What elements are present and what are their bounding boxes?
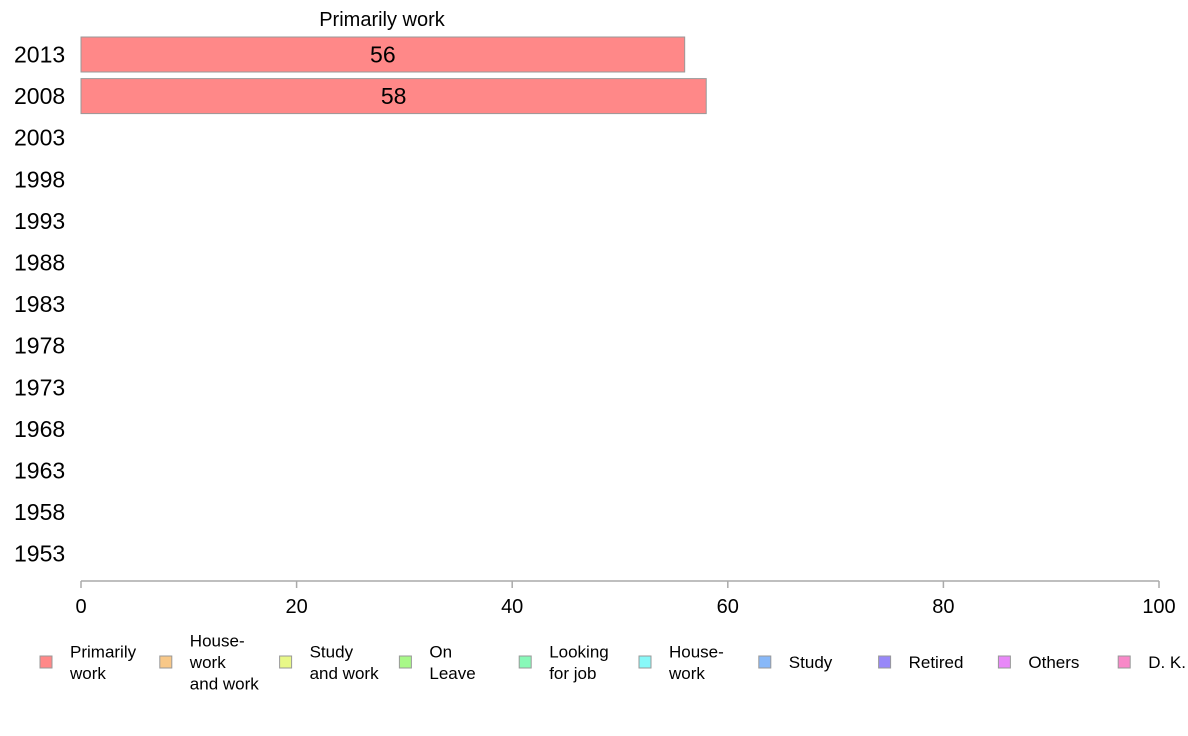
- year-label: 1993: [14, 208, 65, 234]
- x-tick-label: 0: [75, 596, 86, 618]
- x-tick-label: 60: [717, 596, 739, 618]
- chart-title: Primarily work: [319, 9, 446, 31]
- year-label: 1968: [14, 416, 65, 442]
- legend-label: Primarily work: [69, 642, 137, 683]
- legend-swatch: [518, 655, 532, 669]
- legend-swatch: [159, 655, 173, 669]
- legend-label: Study and work: [310, 642, 379, 683]
- year-label: 1988: [14, 250, 65, 276]
- year-label: 2008: [14, 83, 65, 109]
- legend-label: Looking for job: [549, 642, 609, 683]
- legend-label: Others: [1028, 653, 1079, 672]
- bar-2013: [80, 36, 686, 73]
- x-tick-label: 80: [932, 596, 954, 618]
- legend-label: House-work: [668, 642, 724, 683]
- legend-swatch: [279, 655, 293, 669]
- bar-value-label: 58: [381, 83, 407, 109]
- x-tick-label: 40: [501, 596, 523, 618]
- year-label: 1973: [14, 374, 65, 400]
- year-label: 1953: [14, 541, 65, 567]
- x-tick-label: 20: [285, 596, 307, 618]
- legend-swatch: [1117, 655, 1131, 669]
- legend-label: Study: [789, 653, 833, 672]
- legend-label: House-work and work: [189, 632, 259, 694]
- year-label: 1958: [14, 499, 65, 525]
- year-label: 2003: [14, 125, 65, 151]
- legend-label: Retired: [909, 653, 964, 672]
- legend-swatch: [997, 655, 1011, 669]
- x-tick-label: 100: [1142, 596, 1175, 618]
- legend-swatch: [758, 655, 772, 669]
- year-label: 1983: [14, 291, 65, 317]
- legend-swatch: [398, 655, 412, 669]
- year-label: 1978: [14, 333, 65, 359]
- legend-swatch: [39, 655, 53, 669]
- legend-label: D. K.: [1148, 653, 1186, 672]
- bar-value-label: 56: [370, 42, 396, 68]
- bar-2008: [80, 78, 707, 115]
- legend-swatch: [878, 655, 892, 669]
- year-label: 1998: [14, 166, 65, 192]
- legend-label: On Leave: [429, 642, 475, 683]
- year-label: 2013: [14, 42, 65, 68]
- year-label: 1963: [14, 458, 65, 484]
- legend-swatch: [638, 655, 652, 669]
